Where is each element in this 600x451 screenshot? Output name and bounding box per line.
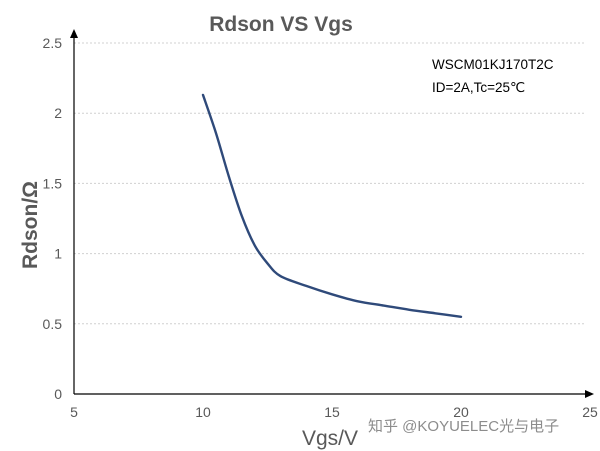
series-layer xyxy=(201,93,463,318)
y-tick-label: 2.5 xyxy=(43,35,63,51)
x-tick-label: 10 xyxy=(195,404,211,420)
x-axis-label: Vgs/V xyxy=(302,427,358,450)
device-part-number: WSCM01KJ170T2C xyxy=(432,57,554,72)
test-conditions: ID=2A,Tc=25℃ xyxy=(432,80,525,95)
chart-title: Rdson VS Vgs xyxy=(209,13,353,36)
series-line-rdson xyxy=(201,93,463,318)
y-tick-label: 0 xyxy=(54,386,62,402)
grid-lines xyxy=(74,42,584,325)
axes xyxy=(70,29,594,398)
watermark-text: 知乎 @KOYUELEC光与电子 xyxy=(368,418,559,435)
y-tick-label: 1.5 xyxy=(43,175,63,191)
y-axis-arrow xyxy=(70,29,78,38)
y-tick-label: 1 xyxy=(54,246,62,262)
x-tick-labels: 5 10 15 20 25 xyxy=(70,404,598,420)
x-tick-label: 20 xyxy=(453,404,469,420)
x-axis-arrow xyxy=(585,390,594,398)
y-axis-label: Rdson/Ω xyxy=(19,181,42,269)
y-tick-label: 2 xyxy=(54,105,62,121)
x-tick-label: 15 xyxy=(324,404,340,420)
y-tick-label: 0.5 xyxy=(43,316,63,332)
x-tick-label: 5 xyxy=(70,404,78,420)
x-tick-label: 25 xyxy=(582,404,598,420)
y-tick-labels: 0 0.5 1 1.5 2 2.5 xyxy=(43,35,63,402)
